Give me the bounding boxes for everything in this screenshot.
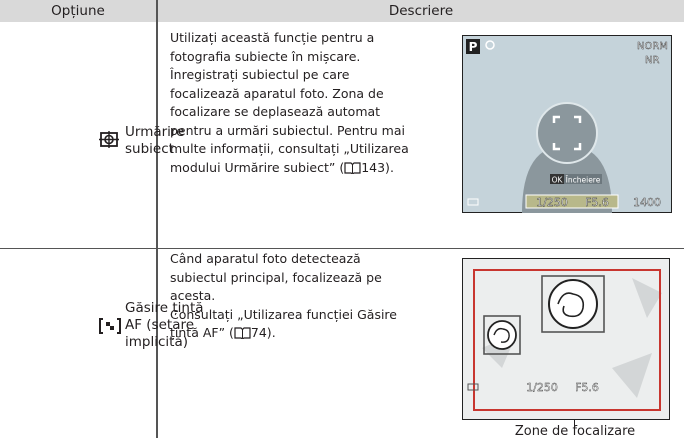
header-description: Descriere	[158, 0, 684, 22]
tracking-icon	[99, 131, 119, 148]
row-divider	[0, 248, 684, 249]
aperture: F5.6	[585, 196, 609, 209]
caption-line	[574, 420, 575, 428]
option-line: AF (setare	[125, 317, 195, 333]
ok-button: OK	[552, 176, 564, 185]
ref-text: modului Urmărire subiect” (	[170, 159, 345, 175]
option-line: Găsire țintă	[125, 300, 204, 316]
ref-page: 143).	[361, 159, 394, 175]
desc-line: acesta.	[170, 288, 216, 303]
desc-line: Utilizați această funcție pentru a	[170, 30, 375, 45]
aperture: F5.6	[575, 381, 599, 394]
desc-line: țintă AF” ( 74).	[170, 324, 397, 343]
description-1: Utilizați această funcție pentru a fotog…	[170, 29, 409, 177]
shutter: 1/250	[536, 196, 568, 209]
desc-line: focalizează aparatul foto. Zona de	[170, 85, 384, 101]
caption: Zone de focalizare	[514, 424, 636, 439]
ref-text: țintă AF” (	[170, 325, 234, 340]
screen-tracking: P NORM NR OK Încheiere 1/250 F5.6 1400	[462, 35, 672, 213]
column-divider	[156, 0, 158, 438]
option-line: implicită)	[125, 334, 188, 350]
desc-line: focalizare se deplasează automat	[170, 104, 381, 119]
shots: 1400	[633, 196, 661, 209]
option-line: Urmărire	[125, 124, 185, 140]
header-option: Opțiune	[0, 0, 156, 22]
ref-page: 74).	[250, 325, 276, 340]
ok-label: Încheiere	[566, 176, 601, 185]
option-2: Găsire țintă AF (setare implicită)	[125, 300, 204, 351]
nr: NR	[645, 55, 659, 66]
option-line: subiect	[125, 141, 174, 157]
desc-line: pentru a urmări subiectul. Pentru mai	[170, 122, 405, 138]
desc-line: fotografia subiecte în mișcare.	[170, 48, 361, 64]
shutter: 1/250	[526, 381, 558, 394]
desc-line: subiectul principal, focalizează pe	[170, 269, 382, 285]
spacer	[510, 402, 511, 403]
target-af-icon	[99, 318, 121, 334]
description-2: Când aparatul foto detectează subiectul …	[170, 250, 397, 343]
desc-line: Când aparatul foto detectează	[170, 251, 361, 266]
desc-line: modului Urmărire subiect” ( 143).	[170, 159, 409, 178]
book-icon	[344, 161, 361, 174]
desc-line: Consultați „Utilizarea funcției Găsire	[170, 306, 397, 322]
desc-line: Înregistrați subiectul pe care	[170, 67, 350, 82]
quality: NORM	[637, 41, 668, 52]
option-1: Urmărire subiect	[125, 124, 184, 158]
mode: P	[469, 40, 478, 54]
desc-line: multe informații, consultați „Utilizarea	[170, 141, 409, 156]
book-icon	[234, 327, 251, 339]
screen-target: 1/250 F5.6	[462, 258, 670, 420]
